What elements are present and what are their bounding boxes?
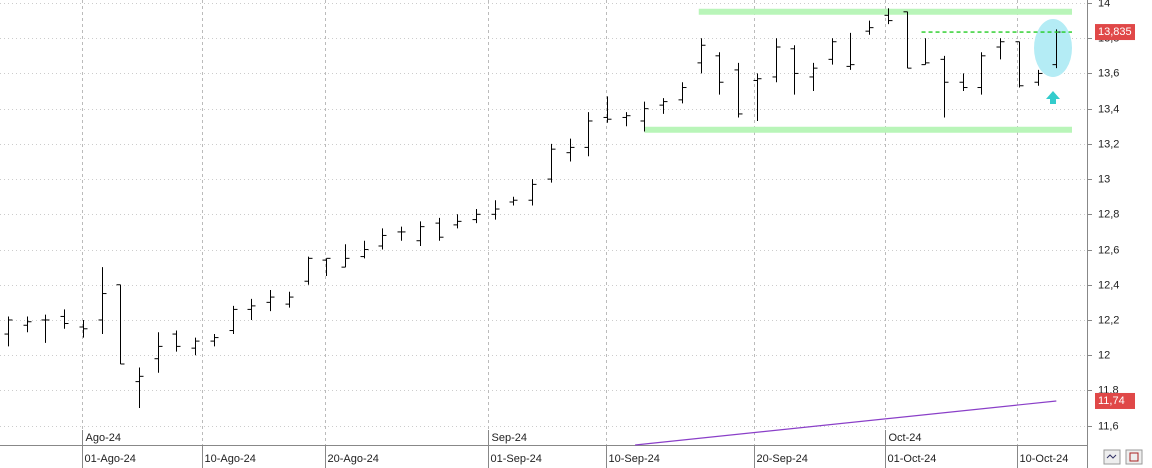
- y-tick-label: 12,6: [1098, 244, 1119, 256]
- price-badge: [1095, 392, 1135, 409]
- x-tick-label: 01-Oct-24: [888, 453, 937, 465]
- save-button[interactable]: [1125, 449, 1143, 465]
- y-tick-label: 13,6: [1098, 67, 1119, 79]
- trend-line: [635, 400, 1057, 446]
- price-badge: [1095, 24, 1135, 41]
- x-tick-label: 01-Ago-24: [85, 453, 136, 465]
- y-tick-label: 12: [1098, 349, 1110, 361]
- y-tick-label: 12,4: [1098, 279, 1119, 291]
- x-tick-label: 10-Ago-24: [205, 453, 256, 465]
- period-label: Sep-24: [492, 432, 527, 444]
- price-badge-label: 11,74: [1098, 395, 1125, 407]
- x-tick-label: 20-Sep-24: [757, 453, 808, 465]
- icon: [1129, 452, 1139, 462]
- period-label: Oct-24: [889, 432, 922, 444]
- y-tick-label: 13: [1098, 173, 1110, 185]
- y-tick-label: 11,6: [1098, 420, 1119, 432]
- arrow-up: [1046, 91, 1060, 104]
- icon: [1106, 454, 1117, 459]
- y-tick-label: 12,2: [1098, 314, 1119, 326]
- x-tick-label: 10-Oct-24: [1020, 453, 1069, 465]
- highlight-ellipse: [1034, 19, 1072, 77]
- y-tick-label: 12,8: [1098, 208, 1119, 220]
- y-tick-label: 14: [1098, 0, 1110, 9]
- price-badge-label: 13,835: [1098, 26, 1132, 38]
- y-tick-label: 13,4: [1098, 103, 1119, 115]
- x-tick-label: 20-Ago-24: [328, 453, 379, 465]
- x-tick-label: 10-Sep-24: [609, 453, 660, 465]
- y-tick-label: 13,2: [1098, 138, 1119, 150]
- period-label: Ago-24: [86, 432, 121, 444]
- x-tick-label: 01-Sep-24: [491, 453, 542, 465]
